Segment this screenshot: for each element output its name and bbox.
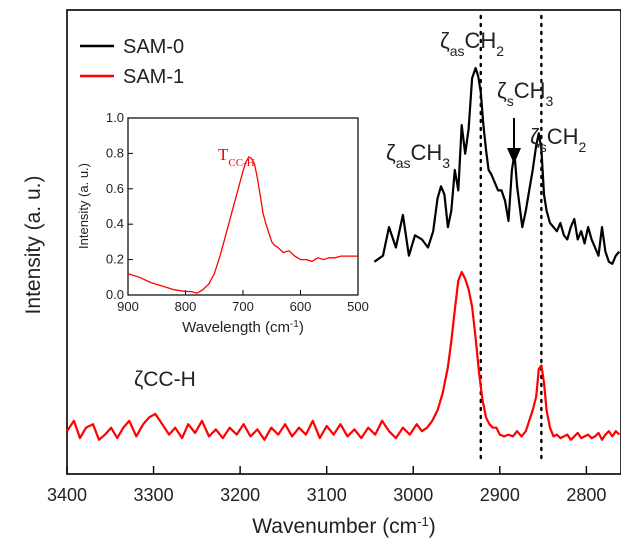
main-x-tick-label: 3200 xyxy=(220,485,260,505)
ann0-sub: as xyxy=(450,43,465,59)
main-plot-frame xyxy=(66,9,621,475)
inset-y-tick-label: 0.4 xyxy=(106,216,124,231)
ann3-sub: as xyxy=(396,155,411,171)
ann2-restsub: 2 xyxy=(578,139,586,155)
ann1-rest: CH xyxy=(514,78,546,103)
inset-x-axis: 900 800 700 600 500 xyxy=(117,290,369,314)
legend-label-sam-1: SAM-1 xyxy=(123,66,184,88)
inset-y-tick-label: 0.8 xyxy=(106,145,124,160)
inset-xlabel-end: ) xyxy=(299,319,304,336)
main-x-tick-label: 3100 xyxy=(307,485,347,505)
inset-chart: 900 800 700 600 500 0.0 0.2 0.4 0.6 0.8 1.0 TCC-H… xyxy=(76,110,369,336)
ann1-symbol: ζ xyxy=(497,78,507,103)
peak-annotations: ζasCH2 ζsCH3 ζsCH2 ζasCH3 ζCC-H xyxy=(134,28,586,391)
inset-y-tick-label: 1.0 xyxy=(106,110,124,125)
main-x-tick-label: 3400 xyxy=(47,485,87,505)
legend: SAM-0 SAM-1 xyxy=(80,36,184,88)
ann2-sub: s xyxy=(540,139,547,155)
inset-ann-letter: T xyxy=(218,145,229,164)
annotation-as-ch2: ζasCH2 xyxy=(440,28,504,59)
x-label-main: Wavenumber (cm xyxy=(252,515,417,538)
x-label-end: ) xyxy=(429,515,436,538)
ann0-rest: CH xyxy=(465,28,497,53)
ann2-rest: CH xyxy=(547,124,579,149)
inset-series-group xyxy=(127,155,358,294)
main-series-group xyxy=(66,66,621,441)
inset-y-tick-label: 0.0 xyxy=(106,287,124,302)
inset-y-axis-label: Intensity (a. u.) xyxy=(76,163,91,249)
ann0-symbol: ζ xyxy=(440,28,450,53)
main-x-axis: 3400 3300 3200 3100 3000 2900 2800 xyxy=(47,466,606,505)
inset-y-axis: 0.0 0.2 0.4 0.6 0.8 1.0 xyxy=(106,110,133,302)
series-line-sam-1 xyxy=(66,270,621,441)
inset-y-tick-label: 0.6 xyxy=(106,181,124,196)
ann3-rest: CH xyxy=(411,140,443,165)
ann3-restsub: 3 xyxy=(442,155,450,171)
inset-series-line xyxy=(127,155,358,294)
inset-xlabel-sup: -1 xyxy=(290,319,299,330)
inset-y-tick-label: 0.2 xyxy=(106,252,124,267)
annotation-s-ch3: ζsCH3 xyxy=(497,78,553,109)
inset-x-tick-label: 600 xyxy=(290,299,312,314)
x-label-sup: -1 xyxy=(417,514,429,529)
inset-x-axis-label: Wavelength (cm-1) xyxy=(182,319,304,337)
ann1-restsub: 3 xyxy=(545,93,553,109)
annotation-s-ch2: ζsCH2 xyxy=(530,124,586,155)
ann3-symbol: ζ xyxy=(386,140,396,165)
main-x-tick-label: 3000 xyxy=(393,485,433,505)
legend-label-sam-0: SAM-0 xyxy=(123,36,184,58)
main-x-tick-label: 2800 xyxy=(566,485,606,505)
inset-x-tick-label: 500 xyxy=(347,299,369,314)
main-x-tick-label: 3300 xyxy=(134,485,174,505)
ann1-sub: s xyxy=(507,93,514,109)
inset-x-tick-label: 800 xyxy=(175,299,197,314)
inset-x-tick-label: 700 xyxy=(232,299,254,314)
annotation-as-ch3: ζasCH3 xyxy=(386,140,450,171)
inset-x-tick-label: 900 xyxy=(117,299,139,314)
annotation-arrowhead xyxy=(507,148,521,164)
ann0-restsub: 2 xyxy=(496,43,504,59)
inset-xlabel-main: Wavelength (cm xyxy=(182,319,290,336)
series-line-sam-0 xyxy=(373,66,621,265)
annotation-cc-h: ζCC-H xyxy=(134,368,196,391)
ann2-symbol: ζ xyxy=(530,124,540,149)
inset-annotation: TCC-H xyxy=(218,145,255,169)
main-x-tick-label: 2900 xyxy=(480,485,520,505)
main-x-axis-label: Wavenumber (cm-1) xyxy=(252,514,436,539)
inset-background xyxy=(118,114,358,296)
inset-ann-sub: CC-H xyxy=(228,157,254,169)
main-y-axis-label: Intensity (a. u.) xyxy=(22,176,45,315)
